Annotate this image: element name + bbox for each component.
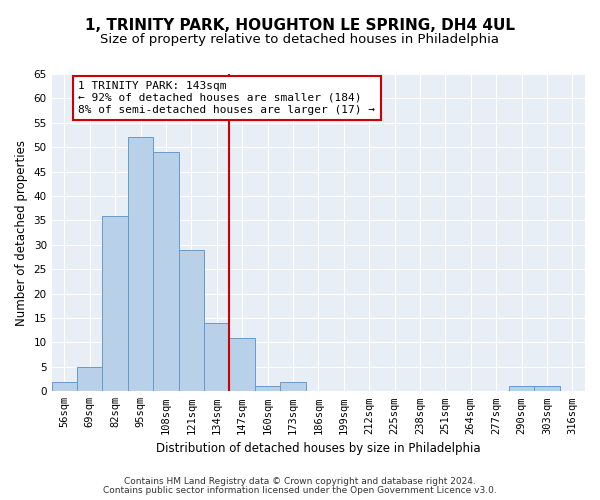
Text: Contains public sector information licensed under the Open Government Licence v3: Contains public sector information licen… bbox=[103, 486, 497, 495]
Text: Size of property relative to detached houses in Philadelphia: Size of property relative to detached ho… bbox=[101, 32, 499, 46]
Text: 1, TRINITY PARK, HOUGHTON LE SPRING, DH4 4UL: 1, TRINITY PARK, HOUGHTON LE SPRING, DH4… bbox=[85, 18, 515, 32]
Text: Contains HM Land Registry data © Crown copyright and database right 2024.: Contains HM Land Registry data © Crown c… bbox=[124, 477, 476, 486]
Bar bbox=[255, 386, 280, 392]
Bar bbox=[103, 216, 128, 392]
Bar bbox=[204, 323, 229, 392]
Bar bbox=[179, 250, 204, 392]
Bar bbox=[153, 152, 179, 392]
Bar bbox=[534, 386, 560, 392]
Text: 1 TRINITY PARK: 143sqm
← 92% of detached houses are smaller (184)
8% of semi-det: 1 TRINITY PARK: 143sqm ← 92% of detached… bbox=[79, 82, 376, 114]
X-axis label: Distribution of detached houses by size in Philadelphia: Distribution of detached houses by size … bbox=[156, 442, 481, 455]
Bar bbox=[77, 367, 103, 392]
Bar bbox=[280, 382, 305, 392]
Bar bbox=[52, 382, 77, 392]
Bar bbox=[128, 138, 153, 392]
Bar bbox=[509, 386, 534, 392]
Bar bbox=[229, 338, 255, 392]
Y-axis label: Number of detached properties: Number of detached properties bbox=[15, 140, 28, 326]
